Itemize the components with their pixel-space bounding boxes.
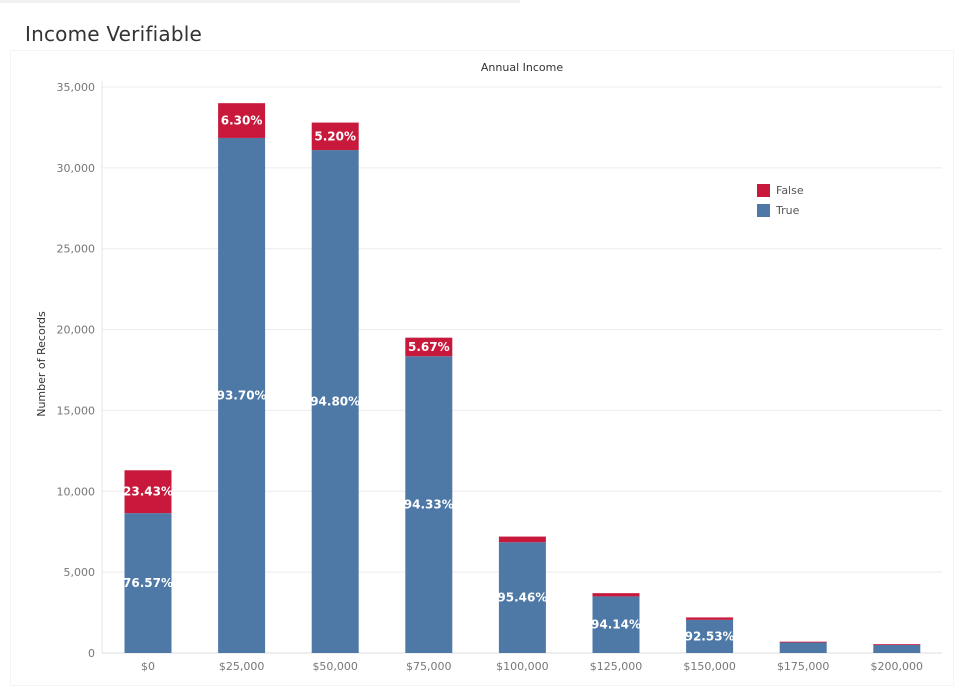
legend-item-true[interactable]: True [757, 200, 804, 220]
bar-true [498, 542, 546, 653]
y-axis: 0 5,000 10,000 15,000 20,000 25,000 30,000 35,0… [57, 81, 96, 660]
x-tick-label: $0 [141, 660, 155, 673]
data-label-false: 23.43% [123, 485, 173, 499]
bar-true [218, 137, 266, 653]
bar-true [686, 619, 734, 653]
data-label-true: 95.46% [497, 591, 547, 605]
legend-item-false[interactable]: False [757, 180, 804, 200]
bar-false [779, 641, 827, 643]
bar-false [124, 470, 172, 514]
data-label-false: 5.67% [408, 340, 450, 354]
legend: False True [757, 180, 804, 220]
bar-true [592, 596, 640, 653]
data-label-true: 92.53% [685, 629, 735, 643]
bars: 76.57% 23.43% 93.70% 6.30% 94.80% 5.20% 94.33%… [123, 103, 921, 653]
chart-panel [10, 50, 954, 686]
y-tick-label: 0 [88, 647, 95, 660]
bar-true [405, 356, 453, 653]
x-tick-label: $150,000 [683, 660, 736, 673]
data-label-true: 93.70% [217, 388, 267, 402]
top-divider [0, 0, 520, 3]
data-label-false: 6.30% [221, 114, 263, 128]
legend-label: False [776, 183, 804, 197]
chart-title: Annual Income [481, 61, 563, 74]
bar-true [311, 150, 359, 653]
y-tick-label: 10,000 [57, 485, 96, 498]
bar-true [779, 642, 827, 653]
data-label-true: 94.80% [310, 395, 360, 409]
bar-false [592, 593, 640, 597]
bar-false [218, 103, 266, 138]
y-tick-label: 30,000 [57, 162, 96, 175]
bar-false [686, 617, 734, 620]
x-tick-label: $175,000 [777, 660, 830, 673]
bar-false [873, 644, 921, 645]
bar-false [405, 337, 453, 357]
bar-true [124, 513, 172, 653]
bar-false [498, 536, 546, 543]
x-tick-label: $125,000 [590, 660, 643, 673]
data-label-true: 94.14% [591, 618, 641, 632]
x-tick-label: $75,000 [406, 660, 452, 673]
x-tick-label: $200,000 [871, 660, 924, 673]
x-tick-label: $25,000 [219, 660, 265, 673]
y-tick-label: 5,000 [64, 566, 96, 579]
data-label-true: 94.33% [404, 498, 454, 512]
sheet-title: Income Verifiable [25, 22, 202, 46]
data-label-true: 76.57% [123, 576, 173, 590]
y-tick-label: 35,000 [57, 81, 96, 94]
y-axis-label: Number of Records [35, 311, 48, 417]
y-tick-label: 15,000 [57, 404, 96, 417]
x-axis: $0 $25,000 $50,000 $75,000 $100,000 $125,000 $… [141, 660, 923, 673]
legend-swatch [757, 183, 770, 197]
y-tick-label: 20,000 [57, 324, 96, 337]
bar-false [311, 122, 359, 151]
bar-true [873, 644, 921, 653]
data-label-false: 5.20% [314, 129, 356, 143]
x-tick-label: $50,000 [312, 660, 358, 673]
y-tick-label: 25,000 [57, 243, 96, 256]
x-tick-label: $100,000 [496, 660, 549, 673]
legend-swatch [757, 203, 770, 217]
legend-label: True [776, 203, 800, 217]
